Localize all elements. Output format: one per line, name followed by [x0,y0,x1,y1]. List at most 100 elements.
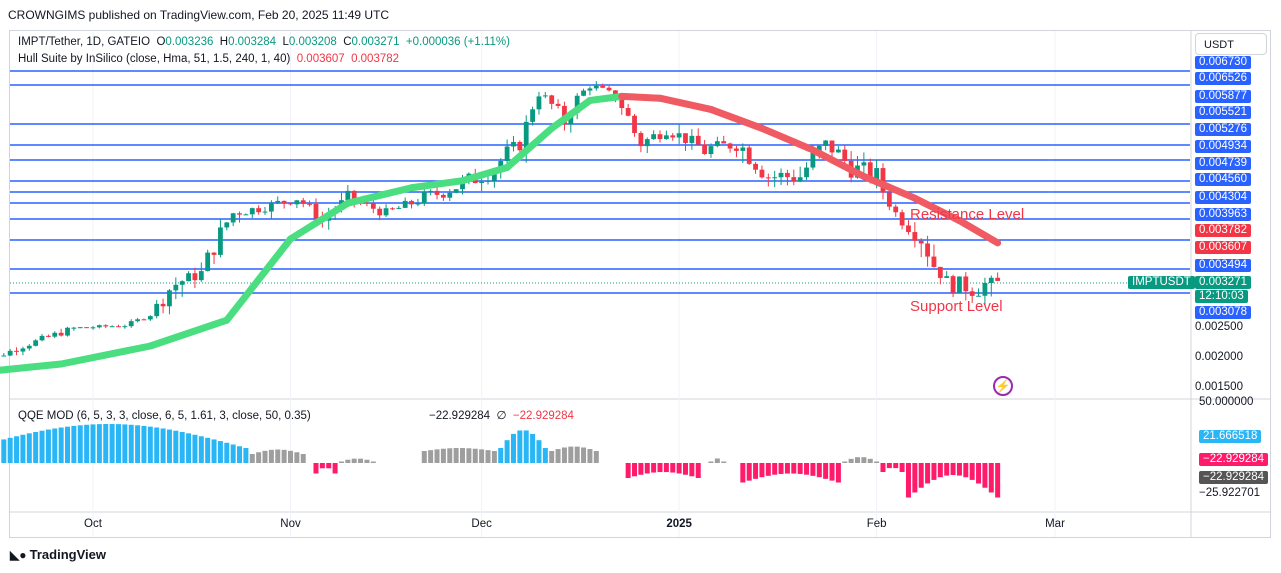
qqe-bar [587,449,593,463]
candle-body [281,200,287,204]
hull-segment [0,360,65,374]
candle-body [925,243,930,257]
hull-segment [955,217,1002,247]
qqe-bar [536,440,542,463]
qqe-bar [26,433,32,463]
qqe-bar [154,427,160,463]
qqe-bar [861,457,867,463]
candle-body [179,281,185,285]
candle-body [912,232,918,241]
candle-body [606,87,612,91]
tradingview-logo-icon: ◣● [10,548,27,562]
x-axis-label: Feb [867,518,887,530]
qqe-bar [103,424,109,463]
candle-body [785,172,790,178]
qqe-bar [988,463,994,493]
qqe-bar [995,463,1001,498]
candle-body [504,146,510,162]
candle-body [867,162,873,180]
qqe-bar [835,463,841,483]
qqe-bar [848,458,854,463]
qqe-bar [135,425,141,463]
qqe-bar [313,463,319,474]
candle-body [128,321,134,327]
candle-body [765,177,771,179]
price-axis-label: 0.005521 [1195,106,1251,119]
price-axis-label: 0.001500 [1195,381,1243,393]
qqe-bar [663,463,669,473]
candle-body [256,208,262,213]
candle-body [695,135,701,145]
qqe-bar [485,450,491,463]
candle-body [396,207,402,209]
candle-body [702,144,708,155]
high-label: H [219,36,229,48]
price-axis-label: 0.004739 [1195,157,1251,170]
candle-body [944,276,950,278]
candle-body [479,181,485,184]
qqe-bar [7,437,13,463]
qqe-bar [460,448,466,463]
qqe-bar [804,463,810,475]
candle-body [186,273,191,282]
qqe-bar [211,439,217,463]
candle-body [918,240,924,244]
candle-body [931,256,937,267]
price-axis-label: 0.005877 [1195,90,1251,103]
qqe-bar [517,430,523,463]
qqe-bar [797,463,803,474]
hull-segment [860,172,919,202]
candle-body [14,350,19,352]
candle-body [447,192,453,198]
candle-body [383,208,389,216]
candle-body [619,99,625,109]
currency-button[interactable]: USDT [1195,33,1267,55]
hull-segment [707,105,766,132]
candle-body [791,177,797,182]
hull-legend: Hull Suite by InSilico (close, Hma, 51, … [18,53,399,65]
qqe-bar [912,463,918,493]
candle-body [71,327,77,329]
candle-body [90,327,96,329]
lightning-icon[interactable]: ⚡ [993,376,1013,396]
qqe-bar [651,463,657,473]
qqe-bar [338,461,344,463]
hull-segment [656,94,715,113]
hull-segment [408,177,467,192]
qqe-bar [581,447,587,463]
candle-body [33,340,39,346]
price-axis-label: 0.003078 [1195,306,1251,319]
qqe-bar [510,433,516,463]
candle-body [581,90,586,96]
qqe-bar [345,459,351,463]
qqe-bar [440,448,446,463]
candle-body [963,276,969,292]
qqe-bar [708,461,714,463]
price-tag: 0.003782 [1195,224,1251,237]
candle-body [428,190,434,193]
candle-body [517,141,523,151]
qqe-bar [249,454,255,463]
candle-body [421,192,427,204]
candle-body [294,200,300,205]
candle-body [7,350,13,356]
candle-body [880,168,886,193]
candle-body [536,96,542,110]
candle-body [491,170,497,181]
candle-body [26,345,32,349]
candle-body [230,213,236,223]
candle-body [861,162,867,166]
price-tag: 12:10:03 [1195,290,1248,303]
candle-body [957,276,962,293]
qqe-bar [574,446,580,463]
qqe-bar [746,463,752,481]
price-axis-label: 0.006730 [1195,56,1251,69]
candle-body [772,177,778,179]
candle-body [243,214,249,216]
qqe-bar [568,446,574,463]
qqe-bar [823,463,829,479]
low-value: 0.003208 [288,36,337,48]
hull-segment [146,316,231,350]
candle-body [52,332,58,337]
